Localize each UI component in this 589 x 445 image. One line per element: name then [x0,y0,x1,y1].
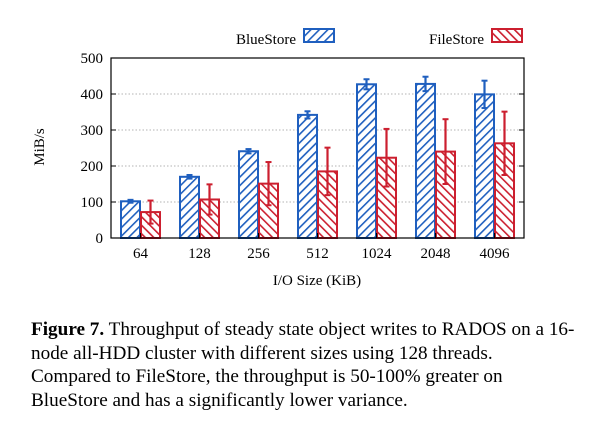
y-tick-label: 100 [81,195,104,211]
bar-bluestore-1024 [356,83,377,239]
plot-border [110,57,525,239]
caption-text: Throughput of steady state object writes… [31,319,575,411]
x-tick-label: 2048 [421,246,451,262]
y-tick-label: 300 [81,123,104,139]
x-tick-label: 256 [247,246,270,262]
tick-labels: 0 100 200 300 400 500 64 128 256 512 1024 2048 4096 [81,51,511,262]
chart: 0 100 200 300 400 500 64 128 256 512 1024 2048 4096 … [32,28,525,289]
plot-frame [110,57,525,239]
bar-bluestore-64 [120,200,141,239]
y-tick-label: 0 [96,231,104,247]
x-tick-label: 4096 [480,246,511,262]
figure-caption: Figure 7. Throughput of steady state obj… [31,318,576,412]
caption-label: Figure 7. [31,319,105,340]
legend: BlueStore FileStore [236,28,523,48]
bar-bluestore-4096 [474,93,495,239]
bars [120,75,515,240]
y-tick-label: 500 [81,51,104,67]
y-axis-label: MiB/s [32,128,48,166]
x-axis-label: I/O Size (KiB) [273,273,361,289]
bar-bluestore-256 [238,150,259,240]
legend-label-filestore: FileStore [429,32,484,48]
bar-bluestore-128 [179,175,200,240]
x-tick-label: 512 [306,246,329,262]
x-tick-label: 1024 [362,246,393,262]
x-tick-label: 128 [188,246,211,262]
y-tick-label: 200 [81,159,104,175]
legend-label-bluestore: BlueStore [236,32,296,48]
legend-swatch-filestore [491,28,523,43]
legend-swatch-bluestore [303,28,335,43]
bar-bluestore-2048 [415,82,436,239]
x-tick-label: 64 [133,246,149,262]
bar-bluestore-512 [297,113,318,239]
y-tick-label: 400 [81,87,104,103]
